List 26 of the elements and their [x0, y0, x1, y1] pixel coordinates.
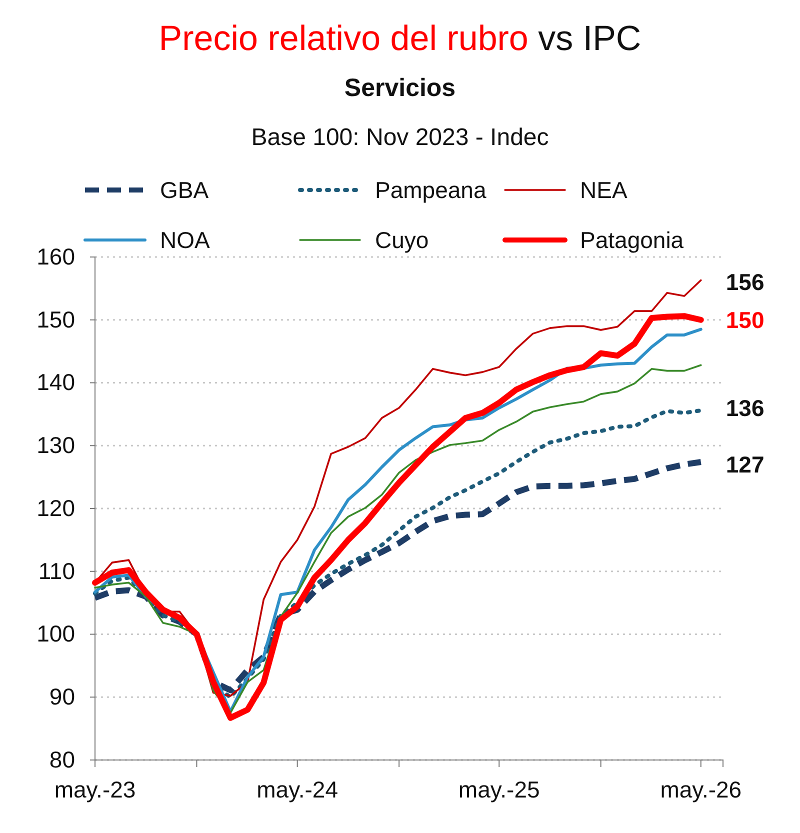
chart-subtitle: Servicios Base 100: Nov 2023 - Indec — [251, 74, 549, 151]
annotation: 156 — [726, 269, 764, 296]
annotation: 150 — [726, 306, 764, 333]
line-series — [93, 408, 703, 700]
y-tick-label: 160 — [36, 243, 75, 270]
legend-label: NEA — [580, 177, 628, 204]
y-tick-label: 140 — [36, 369, 75, 396]
y-tick-label: 100 — [36, 620, 75, 647]
y-tick-label: 130 — [36, 432, 75, 458]
annotation: 136 — [726, 394, 764, 421]
legend-label: GBA — [160, 177, 210, 204]
legend-label: Cuyo — [375, 227, 429, 254]
x-tick-label: may.-23 — [54, 776, 136, 803]
y-tick-label: 150 — [36, 306, 75, 332]
x-tick-label: may.-24 — [256, 776, 338, 803]
annotation: 127 — [726, 452, 764, 478]
legend-label: Pampeana — [375, 177, 486, 204]
y-tick-label: 110 — [38, 558, 75, 584]
y-tick-label: 80 — [49, 746, 75, 772]
x-tick-label: may.-25 — [458, 776, 540, 803]
y-tick-label: 90 — [49, 683, 75, 710]
y-tick-label: 120 — [36, 494, 75, 521]
legend-label: Patagonia — [580, 227, 684, 254]
x-tick-label: may.-26 — [660, 776, 742, 803]
legend-label: NOA — [160, 227, 210, 254]
chart-title: Precio relativo del rubro vs IPC — [158, 19, 642, 58]
